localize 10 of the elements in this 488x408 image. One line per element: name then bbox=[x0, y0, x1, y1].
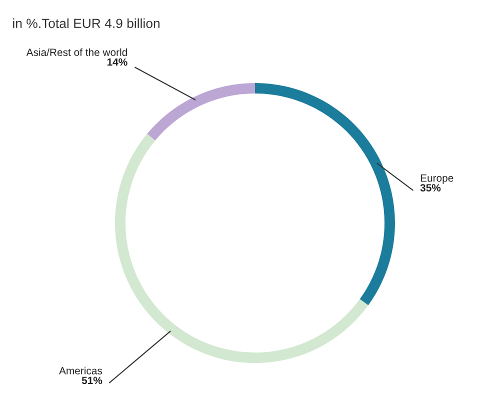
donut-slice bbox=[147, 83, 255, 140]
slice-label: Americas bbox=[59, 366, 102, 374]
data-label: 51% bbox=[82, 376, 102, 384]
slice-label: Europe bbox=[420, 174, 454, 184]
data-label: 35% bbox=[420, 184, 441, 192]
donut-slice bbox=[255, 83, 395, 306]
slice-label: Asia/Rest of the world bbox=[26, 48, 127, 56]
chart-title: in %.Total EUR 4.9 billion bbox=[13, 18, 160, 28]
donut-slice bbox=[115, 134, 368, 363]
data-label: 14% bbox=[107, 58, 128, 66]
